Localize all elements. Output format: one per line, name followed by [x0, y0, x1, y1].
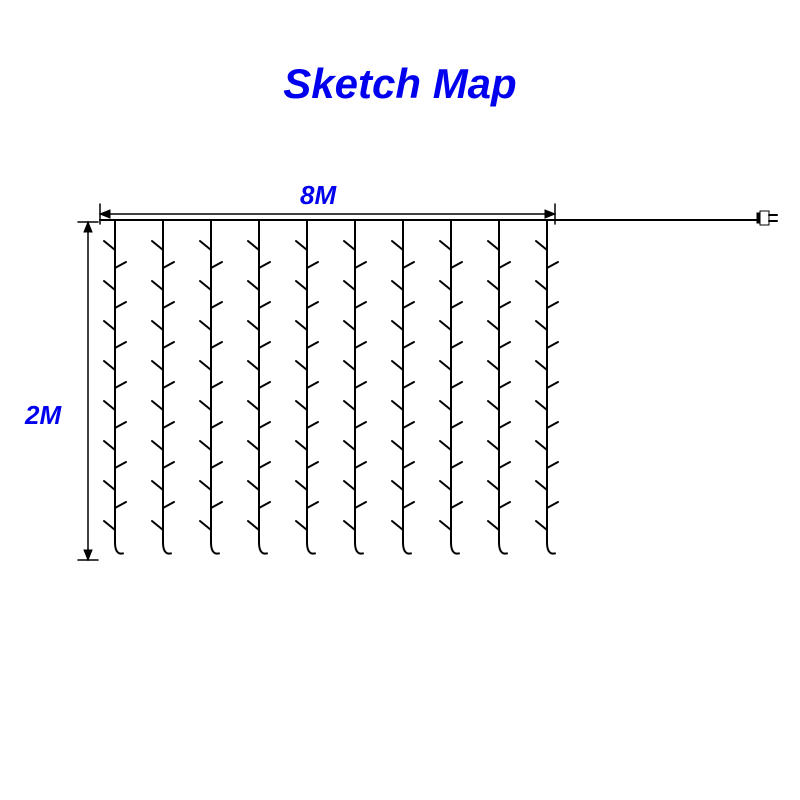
sketch-diagram	[0, 0, 800, 800]
